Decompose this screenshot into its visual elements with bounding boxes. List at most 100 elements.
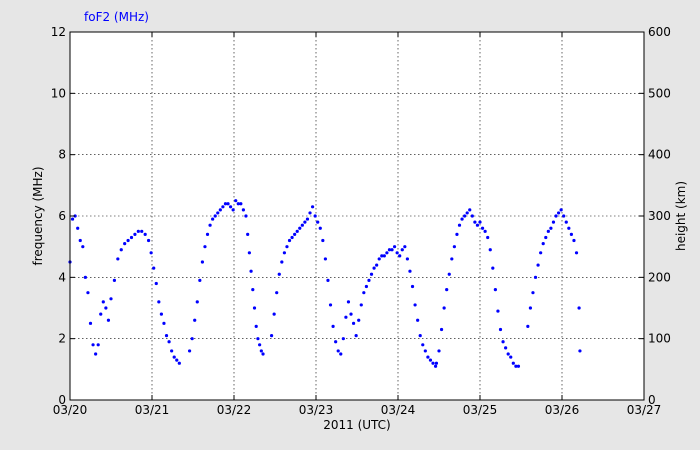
data-point <box>501 340 505 344</box>
data-point <box>94 352 98 356</box>
data-point <box>234 199 238 203</box>
data-point <box>149 251 153 255</box>
data-point <box>167 340 171 344</box>
data-point <box>562 214 566 218</box>
data-point <box>282 251 286 255</box>
data-point <box>549 226 553 230</box>
data-point <box>298 226 302 230</box>
data-point <box>198 278 202 282</box>
data-point <box>133 232 137 236</box>
y-tick-label: 4 <box>58 270 66 284</box>
data-point <box>175 358 179 362</box>
y-tick-label: 8 <box>58 148 66 162</box>
data-point <box>339 352 343 356</box>
data-point <box>91 343 95 347</box>
data-point <box>491 266 495 270</box>
data-point <box>526 324 530 328</box>
data-point <box>334 340 338 344</box>
data-point <box>452 245 456 249</box>
axis-ticks: 03/20 03/21 03/22 03/23 03/24 03/25 03/26 03/27… <box>51 25 671 417</box>
data-point <box>382 254 386 258</box>
data-point <box>200 260 204 264</box>
data-point <box>323 257 327 261</box>
data-point <box>433 364 438 368</box>
data-point <box>193 318 197 322</box>
data-point <box>455 232 459 236</box>
data-point <box>426 355 430 359</box>
data-point <box>78 238 82 243</box>
x-tick-label: 03/26 <box>545 403 580 417</box>
data-point <box>498 327 503 332</box>
data-point <box>564 220 568 224</box>
data-point <box>544 235 548 240</box>
data-point <box>285 245 289 249</box>
data-point <box>390 248 394 252</box>
data-point <box>349 312 353 316</box>
data-point <box>190 337 194 341</box>
y2-tick-label: 500 <box>648 86 671 100</box>
data-point <box>300 223 304 227</box>
data-points <box>68 199 582 368</box>
data-point <box>246 232 250 236</box>
data-point <box>413 303 417 307</box>
data-point <box>392 245 397 249</box>
data-point <box>400 248 404 252</box>
data-point <box>567 226 571 230</box>
data-point <box>254 324 258 328</box>
data-point <box>428 358 433 362</box>
data-point <box>99 312 103 316</box>
data-point <box>506 352 510 356</box>
data-point <box>119 248 123 252</box>
data-point <box>328 303 333 307</box>
data-point <box>275 291 279 295</box>
data-point <box>172 355 176 359</box>
data-point <box>488 248 492 252</box>
data-point <box>346 300 351 304</box>
data-point <box>218 208 222 212</box>
data-point <box>310 205 315 209</box>
x-tick-label: 03/23 <box>299 403 334 417</box>
data-point <box>251 288 255 292</box>
data-point <box>405 257 409 261</box>
data-point <box>541 242 545 246</box>
data-point <box>249 269 253 273</box>
y2-tick-label: 600 <box>648 25 671 39</box>
data-point <box>362 291 366 295</box>
data-point <box>280 260 284 264</box>
data-point <box>326 278 330 282</box>
data-point <box>478 220 482 224</box>
data-point <box>533 275 538 279</box>
data-point <box>460 217 464 221</box>
data-point <box>269 334 274 338</box>
data-point <box>109 297 113 301</box>
data-point <box>104 306 108 310</box>
data-point <box>367 278 371 282</box>
data-point <box>439 327 444 332</box>
data-point <box>261 352 265 356</box>
data-point <box>129 235 134 240</box>
data-point <box>493 288 497 292</box>
data-point <box>465 211 469 215</box>
data-point <box>569 232 574 236</box>
data-point <box>187 349 192 353</box>
data-point <box>578 349 582 353</box>
x-tick-label: 03/25 <box>463 403 498 417</box>
data-point <box>195 300 199 304</box>
data-point <box>375 263 379 267</box>
data-point <box>83 275 87 279</box>
data-point <box>116 257 120 261</box>
data-point <box>154 281 158 286</box>
data-point <box>457 223 462 227</box>
data-point <box>143 232 147 236</box>
y-tick-label: 2 <box>58 332 66 346</box>
data-point <box>551 220 556 224</box>
x-axis-label: 2011 (UTC) <box>323 418 391 432</box>
y-tick-label: 10 <box>51 86 66 100</box>
y-tick-label: 12 <box>51 25 66 39</box>
data-point <box>152 266 156 270</box>
data-point <box>468 208 472 212</box>
data-point <box>259 349 263 353</box>
data-point <box>336 349 340 353</box>
y-tick-label: 0 <box>58 393 66 407</box>
data-point <box>536 263 540 267</box>
